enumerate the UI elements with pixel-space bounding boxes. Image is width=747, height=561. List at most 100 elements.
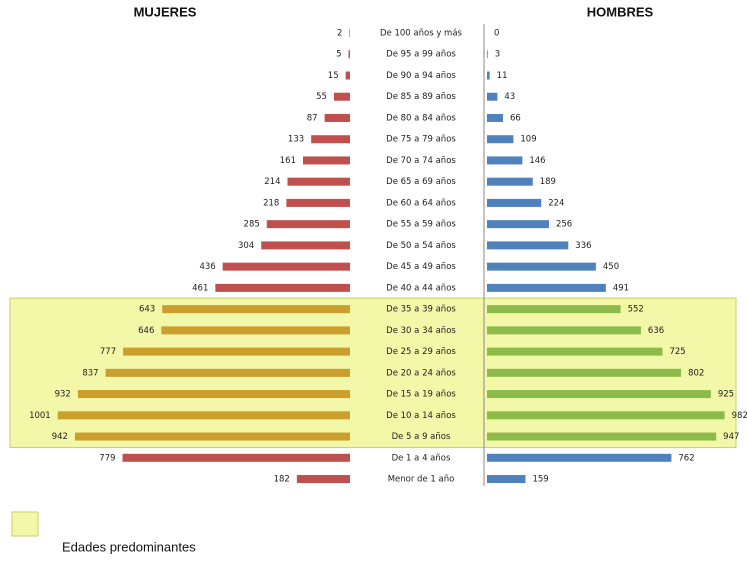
category-label: Menor de 1 año	[388, 475, 455, 485]
value-label-left: 932	[55, 390, 71, 400]
category-label: De 100 años y más	[380, 29, 463, 39]
bar-right	[487, 135, 514, 144]
category-label: De 40 a 44 años	[386, 283, 456, 293]
bar-left	[105, 368, 350, 377]
bar-right	[487, 305, 621, 314]
value-label-right: 189	[540, 177, 556, 187]
bar-right	[487, 262, 596, 271]
bar-left	[222, 262, 350, 271]
bar-left	[162, 305, 350, 314]
bar-left	[324, 113, 350, 122]
value-label-right: 982	[732, 411, 747, 421]
value-label-right: 491	[613, 283, 629, 293]
value-label-right: 636	[648, 326, 664, 336]
bar-right	[487, 411, 725, 420]
value-label-right: 450	[603, 262, 619, 272]
value-label-right: 0	[494, 29, 499, 39]
value-label-left: 777	[100, 347, 116, 357]
value-label-left: 214	[264, 177, 280, 187]
bar-right	[487, 390, 711, 399]
category-label: De 65 a 69 años	[386, 177, 456, 187]
value-label-right: 925	[718, 390, 734, 400]
category-label: De 55 a 59 años	[386, 220, 456, 230]
bar-left	[74, 432, 350, 441]
value-label-right: 256	[556, 220, 572, 230]
category-label: De 25 a 29 años	[386, 347, 456, 357]
bar-left	[77, 390, 350, 399]
category-label: De 1 a 4 años	[392, 453, 451, 463]
bar-right	[487, 475, 526, 484]
category-label: De 30 a 34 años	[386, 326, 456, 336]
bar-right	[487, 50, 488, 59]
bar-right	[487, 283, 606, 292]
value-label-left: 461	[192, 283, 208, 293]
bar-left	[286, 198, 350, 207]
bar-left	[261, 241, 350, 250]
value-label-right: 224	[548, 198, 564, 208]
bar-left	[311, 135, 350, 144]
category-label: De 95 a 99 años	[386, 50, 456, 60]
category-label: De 70 a 74 años	[386, 156, 456, 166]
bar-left	[345, 71, 350, 80]
right-header: HOMBRES	[587, 4, 654, 19]
value-label-left: 218	[263, 198, 279, 208]
bar-left	[122, 453, 350, 462]
bar-right	[487, 92, 498, 101]
category-label: De 90 a 94 años	[386, 71, 456, 81]
value-label-left: 182	[274, 475, 290, 485]
value-label-left: 436	[199, 262, 215, 272]
value-label-left: 87	[307, 113, 318, 123]
value-label-left: 304	[238, 241, 254, 251]
bar-right	[487, 347, 663, 356]
bar-right	[487, 326, 641, 335]
value-label-right: 66	[510, 113, 521, 123]
bar-right	[487, 113, 503, 122]
value-label-left: 643	[139, 305, 155, 315]
bar-left	[161, 326, 350, 335]
value-label-left: 942	[52, 432, 68, 442]
value-label-right: 159	[532, 475, 548, 485]
bar-left	[333, 92, 350, 101]
bar-left	[302, 156, 350, 165]
value-label-right: 336	[575, 241, 591, 251]
value-label-right: 11	[497, 71, 508, 81]
bar-right	[487, 432, 717, 441]
value-label-left: 133	[288, 135, 304, 145]
value-label-right: 109	[520, 135, 536, 145]
legend-swatch	[11, 511, 39, 537]
left-header: MUJERES	[134, 4, 197, 19]
category-label: De 45 a 49 años	[386, 262, 456, 272]
value-label-right: 146	[529, 156, 545, 166]
category-label: De 75 a 79 años	[386, 135, 456, 145]
value-label-right: 725	[669, 347, 685, 357]
bar-left	[266, 220, 350, 229]
bar-left	[287, 177, 350, 186]
value-label-right: 3	[495, 50, 500, 60]
bar-left	[123, 347, 350, 356]
value-label-right: 947	[723, 432, 739, 442]
bar-left	[349, 29, 350, 37]
value-label-right: 802	[688, 368, 704, 378]
value-label-left: 285	[244, 220, 260, 230]
category-label: De 10 a 14 años	[386, 411, 456, 421]
bar-left	[296, 475, 350, 484]
value-label-right: 552	[628, 305, 644, 315]
value-label-left: 55	[316, 92, 327, 102]
category-label: De 60 a 64 años	[386, 198, 456, 208]
category-label: De 50 a 54 años	[386, 241, 456, 251]
value-label-right: 43	[504, 92, 515, 102]
bar-right	[487, 241, 569, 250]
category-label: De 5 a 9 años	[392, 432, 451, 442]
legend-label: Edades predominantes	[62, 539, 196, 554]
bar-right	[487, 220, 549, 229]
category-label: De 85 a 89 años	[386, 92, 456, 102]
bar-right	[487, 453, 672, 462]
bar-right	[487, 368, 682, 377]
value-label-left: 646	[138, 326, 154, 336]
value-label-left: 15	[328, 71, 339, 81]
value-label-left: 161	[280, 156, 296, 166]
category-label: De 80 a 84 años	[386, 113, 456, 123]
value-label-right: 762	[678, 453, 694, 463]
bar-left	[57, 411, 350, 420]
